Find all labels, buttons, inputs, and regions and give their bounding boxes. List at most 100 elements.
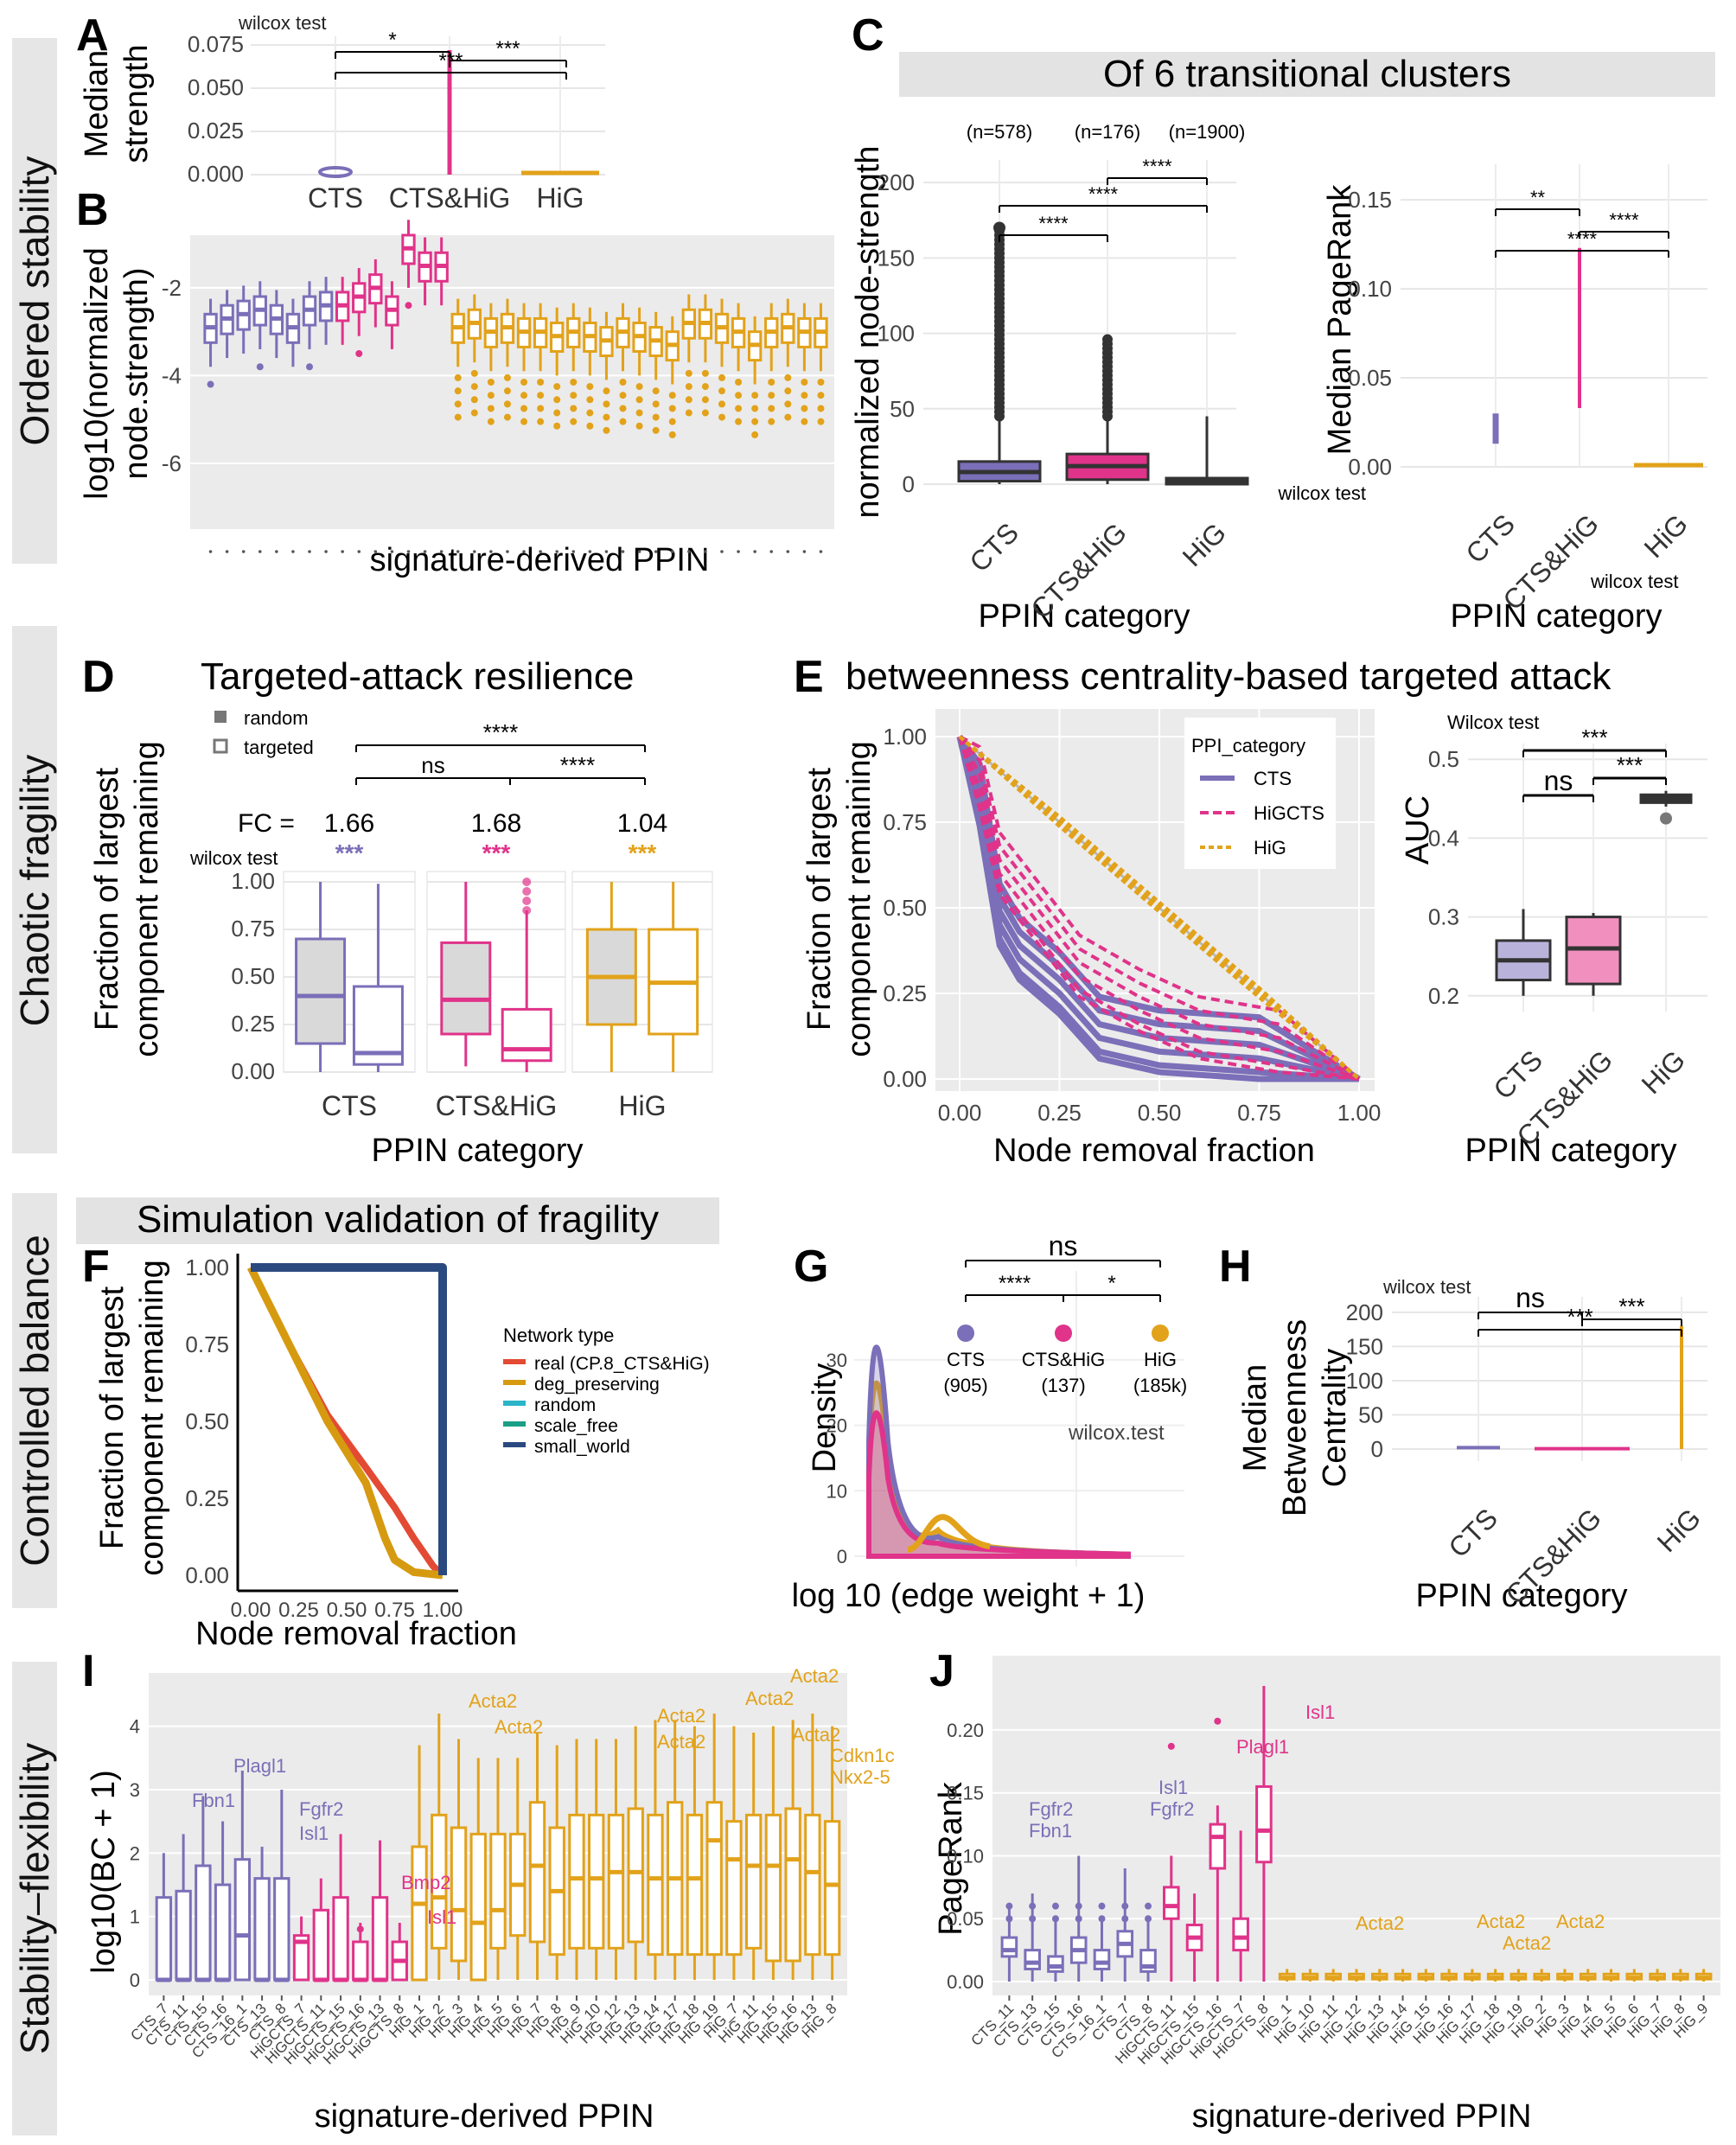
panel-j-outlier xyxy=(1098,1902,1106,1910)
panel-d-legend-targeted: targeted xyxy=(244,737,314,758)
panel-b-xtick-dot xyxy=(506,550,509,553)
panel-b-xtick-dot xyxy=(819,550,823,553)
band-ordered-stability xyxy=(12,38,57,564)
panel-d-ytick: 0.75 xyxy=(231,916,275,942)
panel-c2-bracket-2-sig: **** xyxy=(1609,209,1639,231)
panel-b-outlier xyxy=(735,418,743,425)
panel-i: I log10(BC + 1) signature-derived PPIN 0… xyxy=(82,1646,895,2135)
panel-j-gene-label: Acta2 xyxy=(1356,1912,1404,1934)
panel-b-outlier xyxy=(487,379,495,386)
panel-f-legend-key-3 xyxy=(503,1421,526,1427)
panel-b-outlier xyxy=(256,363,264,371)
panel-e-xtick: 0.75 xyxy=(1237,1100,1281,1126)
panel-b-outlier xyxy=(685,369,692,377)
panel-i-box-7-box xyxy=(292,1934,310,1982)
panel-b-outlier xyxy=(768,392,775,399)
panel-f-legend-key-1 xyxy=(503,1380,526,1385)
panel-b-outlier xyxy=(570,379,578,386)
panel-g-group-dot xyxy=(1055,1325,1072,1342)
panel-j-outlier xyxy=(1075,1915,1082,1923)
panel-i-box-27-box xyxy=(686,1813,704,1957)
panel-b-xtick-dot xyxy=(670,550,674,553)
panel-h-xtick: HiG xyxy=(1651,1503,1707,1558)
panel-b-outlier xyxy=(817,405,825,412)
panel-i-gene-label: Acta2 xyxy=(657,1705,705,1727)
panel-i-box-16-box xyxy=(469,1832,487,1982)
panel-f-xtick: 0.00 xyxy=(231,1599,271,1622)
panel-j-ytick: 0.10 xyxy=(947,1845,984,1867)
panel-j-gene-label: Acta2 xyxy=(1477,1911,1525,1932)
panel-d-fc-value: 1.04 xyxy=(617,809,667,838)
panel-i-gene-label: Acta2 xyxy=(792,1724,840,1746)
panel-g-ytick: 10 xyxy=(827,1480,847,1502)
panel-d-outlier xyxy=(522,906,532,915)
panel-i-gene-label: Fbn1 xyxy=(192,1790,235,1811)
panel-a-xtick: CTS xyxy=(308,182,363,214)
panel-b-ylabel-2: node.strength) xyxy=(118,267,155,479)
panel-b-outlier xyxy=(701,383,709,391)
panel-f-legend-label-4: small_world xyxy=(534,1437,630,1457)
panel-b-outlier xyxy=(817,418,825,425)
panel-b-xtick-dot xyxy=(324,550,328,553)
panel-b-ytick: -4 xyxy=(162,362,182,388)
panel-i-gene-label: Acta2 xyxy=(495,1716,543,1738)
panel-d-xtick: HiG xyxy=(618,1090,666,1121)
panel-b-outlier xyxy=(652,400,660,408)
panel-b-outlier xyxy=(784,400,792,408)
panel-b-outlier xyxy=(784,373,792,381)
panel-c-count: (n=1900) xyxy=(1169,121,1246,143)
panel-d-legend-random-key xyxy=(214,711,227,723)
panel-c-ytick: 100 xyxy=(878,321,915,347)
panel-b-xtick-dot xyxy=(637,550,641,553)
panel-j-box-7-box xyxy=(1163,1886,1180,1920)
panel-i-box-1-box xyxy=(175,1889,192,1982)
panel-b-xtick-dot xyxy=(753,550,756,553)
panel-h-ytick: 200 xyxy=(1346,1299,1383,1325)
panel-b-outlier xyxy=(685,383,692,391)
panel-i-box-29-box xyxy=(725,1820,743,1957)
panel-b-outlier xyxy=(817,379,825,386)
panel-d-bracket-1-sig: **** xyxy=(483,719,518,745)
panel-f-banner: Simulation validation of fragility xyxy=(137,1198,659,1241)
panel-b-outlier xyxy=(503,373,511,381)
panel-g-bracket-2-sig: **** xyxy=(999,1272,1031,1295)
panel-b-outlier xyxy=(553,396,561,404)
panel-j-box-10-box xyxy=(1232,1917,1249,1952)
panel-i-gene-label: Acta2 xyxy=(745,1688,794,1709)
panel-c-xlabel: PPIN category xyxy=(979,598,1190,635)
panel-b-outlier xyxy=(635,422,643,430)
panel-j-ytick: 0.20 xyxy=(947,1720,984,1741)
panel-b-outlier xyxy=(586,383,594,391)
panel-d-ylabel-2: component remaining xyxy=(129,741,165,1057)
panel-letter-f: F xyxy=(82,1242,110,1292)
panel-b-xtick-dot xyxy=(373,550,378,553)
panel-j-box-0-box xyxy=(1000,1936,1018,1958)
panel-b-ylabel-1: log10(normalized xyxy=(79,247,115,500)
panel-i-box-3-box xyxy=(214,1883,232,1982)
panel-a-ytick: 0.050 xyxy=(188,74,244,100)
panel-d-outlier xyxy=(522,897,532,905)
panel-g-ytick: 20 xyxy=(827,1415,847,1437)
panel-b-outlier xyxy=(801,405,808,412)
panel-e-ylabel-1: Fraction of largest xyxy=(801,767,838,1031)
panel-i-gene-label: Cdkn1c xyxy=(830,1745,895,1766)
panel-b-xtick-dot xyxy=(208,550,213,553)
panel-d-ytick: 0.50 xyxy=(231,963,275,989)
panel-b-outlier xyxy=(537,392,545,399)
panel-b-outlier xyxy=(454,387,462,395)
panel-f-xlabel: Node removal fraction xyxy=(195,1616,517,1652)
panel-j-ylabel: PageRank xyxy=(933,1781,969,1935)
panel-i-box-23-box xyxy=(607,1813,625,1950)
panel-b-xtick-dot xyxy=(604,550,609,553)
panel-f-legend-label-1: deg_preserving xyxy=(534,1375,660,1395)
panel-f-ylabel-1: Fraction of largest xyxy=(94,1286,131,1549)
panel-j-outlier xyxy=(1214,1717,1222,1725)
panel-h-ytick: 50 xyxy=(1358,1401,1383,1427)
panel-i-box-28-box xyxy=(705,1801,723,1957)
panel-j-box-11-box xyxy=(1255,1784,1273,1864)
panel-f-legend-key-4 xyxy=(503,1442,526,1447)
